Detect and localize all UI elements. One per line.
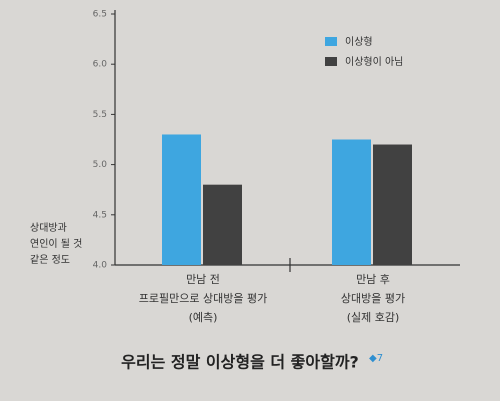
y-tick-label: 4.5: [93, 210, 107, 220]
y-axis-label: 같은 정도: [30, 254, 70, 266]
x-tick-label: 상대방을 평가: [341, 292, 405, 305]
x-tick-label: (실제 호감): [347, 311, 400, 324]
x-tick-label: 만남 후: [356, 273, 390, 286]
bar: [162, 134, 201, 265]
bar: [203, 184, 242, 265]
y-axis-label: 상대방과: [30, 222, 67, 234]
legend-swatch: [325, 37, 337, 46]
caption: 우리는 정말 이상형을 더 좋아할까?: [121, 353, 359, 372]
legend-label: 이상형: [345, 36, 373, 48]
y-tick-label: 4.0: [93, 261, 108, 271]
caption-mark: ◆7: [369, 353, 383, 364]
legend-swatch: [325, 57, 337, 66]
bar: [373, 144, 412, 265]
y-tick-label: 6.5: [93, 10, 107, 20]
bar: [332, 139, 371, 265]
x-tick-label: 프로필만으로 상대방을 평가: [139, 292, 267, 305]
x-tick-label: (예측): [189, 311, 218, 324]
y-tick-label: 5.5: [93, 110, 107, 120]
x-tick-label: 만남 전: [186, 273, 220, 286]
legend-label: 이상형이 아님: [345, 56, 403, 68]
y-tick-label: 6.0: [93, 60, 108, 70]
y-tick-label: 5.0: [93, 160, 108, 170]
y-axis-label: 연인이 될 것: [30, 238, 82, 250]
